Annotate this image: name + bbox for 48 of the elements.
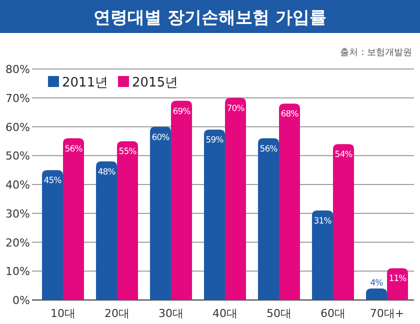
bar — [366, 288, 387, 300]
data-label: 70% — [226, 104, 245, 114]
data-label: 45% — [44, 176, 62, 186]
legend-label: 2011년 — [62, 76, 108, 90]
bar — [63, 138, 84, 300]
bar — [150, 126, 171, 300]
data-label: 69% — [172, 106, 191, 117]
data-label: 60% — [152, 132, 170, 143]
x-tick-label: 40대 — [212, 307, 238, 320]
data-label: 48% — [98, 167, 116, 178]
y-tick-label: 30% — [6, 207, 30, 220]
data-label: 56% — [64, 144, 83, 154]
y-tick-label: 80% — [6, 63, 30, 76]
source-note: 출처 : 보험개발원 — [340, 48, 412, 58]
bar — [204, 130, 225, 300]
data-label: 54% — [334, 150, 353, 160]
data-label: 56% — [260, 144, 278, 154]
y-tick-label: 0% — [12, 294, 30, 307]
bar — [312, 210, 333, 300]
bar — [171, 100, 192, 300]
data-label: 59% — [206, 136, 224, 146]
bar — [333, 144, 354, 300]
bar — [387, 268, 408, 300]
x-tick-label: 70대+ — [370, 307, 404, 320]
y-tick-label: 60% — [6, 120, 30, 134]
x-tick-label: 10대 — [50, 307, 76, 320]
x-tick-label: 30대 — [158, 307, 184, 320]
x-tick-label: 60대 — [320, 307, 346, 320]
data-label: 31% — [314, 216, 332, 226]
bar — [117, 141, 138, 300]
x-tick-label: 20대 — [104, 307, 130, 320]
legend-label: 2015년 — [132, 76, 178, 90]
bar — [279, 104, 300, 300]
bar — [42, 170, 63, 300]
bar — [225, 98, 246, 300]
bar — [96, 161, 117, 300]
y-tick-label: 40% — [6, 178, 30, 192]
x-tick-label: 50대 — [266, 307, 292, 320]
y-tick-label: 70% — [6, 92, 30, 105]
data-label: 55% — [118, 147, 137, 158]
bar — [258, 138, 279, 300]
y-tick-label: 50% — [6, 150, 30, 163]
data-label: 4% — [370, 278, 384, 288]
chart-title: 연령대별 장기손해보험 가입률 — [94, 8, 326, 28]
data-label: 11% — [388, 274, 407, 284]
y-tick-label: 20% — [6, 236, 30, 250]
y-tick-label: 10% — [6, 265, 30, 278]
data-label: 68% — [280, 110, 299, 120]
